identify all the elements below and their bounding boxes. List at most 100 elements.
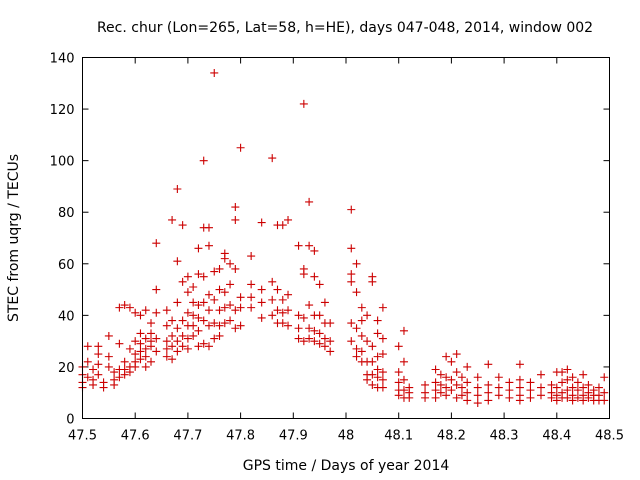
data-point-plus-marker bbox=[457, 373, 466, 382]
data-point-plus-marker bbox=[357, 331, 366, 340]
data-point-plus-marker bbox=[378, 383, 387, 392]
data-point-plus-marker bbox=[178, 331, 187, 340]
data-point-plus-marker bbox=[173, 324, 182, 333]
data-point-plus-marker bbox=[94, 360, 103, 369]
data-point-plus-marker bbox=[584, 393, 593, 402]
data-point-plus-marker bbox=[484, 360, 493, 369]
data-point-plus-marker bbox=[178, 342, 187, 351]
x-tick-label: 48.4 bbox=[542, 429, 571, 444]
x-tick-label: 48.5 bbox=[595, 429, 624, 444]
data-point-plus-marker bbox=[162, 352, 171, 361]
data-point-plus-marker bbox=[168, 316, 177, 325]
data-point-plus-marker bbox=[436, 380, 445, 389]
data-point-plus-marker bbox=[278, 308, 287, 317]
data-point-plus-marker bbox=[294, 324, 303, 333]
data-point-plus-marker bbox=[294, 334, 303, 343]
data-point-plus-marker bbox=[442, 391, 451, 400]
data-point-plus-marker bbox=[373, 316, 382, 325]
data-point-plus-marker bbox=[220, 303, 229, 312]
data-point-plus-marker bbox=[394, 378, 403, 387]
data-point-plus-marker bbox=[173, 257, 182, 266]
data-point-plus-marker bbox=[310, 326, 319, 335]
data-point-plus-marker bbox=[178, 221, 187, 230]
data-point-plus-marker bbox=[378, 375, 387, 384]
data-point-plus-marker bbox=[305, 301, 314, 310]
data-point-plus-marker bbox=[399, 386, 408, 395]
data-point-plus-marker bbox=[220, 288, 229, 297]
x-tick-label: 48.2 bbox=[437, 429, 466, 444]
data-point-plus-marker bbox=[573, 386, 582, 395]
data-points bbox=[78, 68, 609, 408]
data-point-plus-marker bbox=[299, 313, 308, 322]
data-point-plus-marker bbox=[131, 350, 140, 359]
data-point-plus-marker bbox=[278, 319, 287, 328]
data-point-plus-marker bbox=[220, 254, 229, 263]
data-point-plus-marker bbox=[168, 355, 177, 364]
data-point-plus-marker bbox=[378, 334, 387, 343]
data-point-plus-marker bbox=[494, 373, 503, 382]
data-point-plus-marker bbox=[315, 280, 324, 289]
data-point-plus-marker bbox=[273, 285, 282, 294]
data-point-plus-marker bbox=[368, 342, 377, 351]
data-point-plus-marker bbox=[421, 393, 430, 402]
data-point-plus-marker bbox=[579, 370, 588, 379]
data-point-plus-marker bbox=[305, 334, 314, 343]
data-point-plus-marker bbox=[231, 306, 240, 315]
x-axis-label: GPS time / Days of year 2014 bbox=[243, 458, 450, 474]
data-point-plus-marker bbox=[352, 344, 361, 353]
data-point-plus-marker bbox=[168, 331, 177, 340]
data-point-plus-marker bbox=[473, 383, 482, 392]
data-point-plus-marker bbox=[247, 252, 256, 261]
data-point-plus-marker bbox=[183, 308, 192, 317]
data-point-plus-marker bbox=[442, 383, 451, 392]
data-point-plus-marker bbox=[173, 185, 182, 194]
data-point-plus-marker bbox=[125, 303, 134, 312]
data-point-plus-marker bbox=[505, 378, 514, 387]
data-point-plus-marker bbox=[152, 347, 161, 356]
data-point-plus-marker bbox=[568, 373, 577, 382]
data-point-plus-marker bbox=[515, 383, 524, 392]
data-point-plus-marker bbox=[457, 383, 466, 392]
data-point-plus-marker bbox=[120, 370, 129, 379]
data-point-plus-marker bbox=[199, 298, 208, 307]
data-point-plus-marker bbox=[273, 306, 282, 315]
data-point-plus-marker bbox=[526, 393, 535, 402]
data-point-plus-marker bbox=[278, 221, 287, 230]
data-point-plus-marker bbox=[231, 324, 240, 333]
data-point-plus-marker bbox=[194, 342, 203, 351]
data-point-plus-marker bbox=[463, 396, 472, 405]
data-point-plus-marker bbox=[526, 386, 535, 395]
y-tick-label: 120 bbox=[50, 103, 75, 118]
data-point-plus-marker bbox=[326, 337, 335, 346]
data-point-plus-marker bbox=[310, 337, 319, 346]
data-point-plus-marker bbox=[120, 301, 129, 310]
data-point-plus-marker bbox=[231, 215, 240, 224]
y-tick-label: 140 bbox=[50, 52, 75, 67]
data-point-plus-marker bbox=[125, 368, 134, 377]
data-point-plus-marker bbox=[563, 365, 572, 374]
data-point-plus-marker bbox=[210, 68, 219, 77]
data-point-plus-marker bbox=[399, 326, 408, 335]
data-point-plus-marker bbox=[515, 360, 524, 369]
y-tick-label: 0 bbox=[66, 413, 74, 428]
data-point-plus-marker bbox=[436, 388, 445, 397]
data-point-plus-marker bbox=[536, 370, 545, 379]
data-point-plus-marker bbox=[189, 311, 198, 320]
data-point-plus-marker bbox=[257, 218, 266, 227]
data-point-plus-marker bbox=[162, 337, 171, 346]
data-point-plus-marker bbox=[189, 298, 198, 307]
data-point-plus-marker bbox=[141, 306, 150, 315]
data-point-plus-marker bbox=[125, 344, 134, 353]
data-point-plus-marker bbox=[573, 378, 582, 387]
data-point-plus-marker bbox=[431, 365, 440, 374]
data-point-plus-marker bbox=[431, 386, 440, 395]
data-point-plus-marker bbox=[268, 154, 277, 163]
x-tick-label: 47.7 bbox=[173, 429, 202, 444]
data-point-plus-marker bbox=[110, 368, 119, 377]
data-point-plus-marker bbox=[215, 306, 224, 315]
data-point-plus-marker bbox=[115, 373, 124, 382]
data-point-plus-marker bbox=[115, 339, 124, 348]
data-point-plus-marker bbox=[136, 339, 145, 348]
data-point-plus-marker bbox=[484, 380, 493, 389]
